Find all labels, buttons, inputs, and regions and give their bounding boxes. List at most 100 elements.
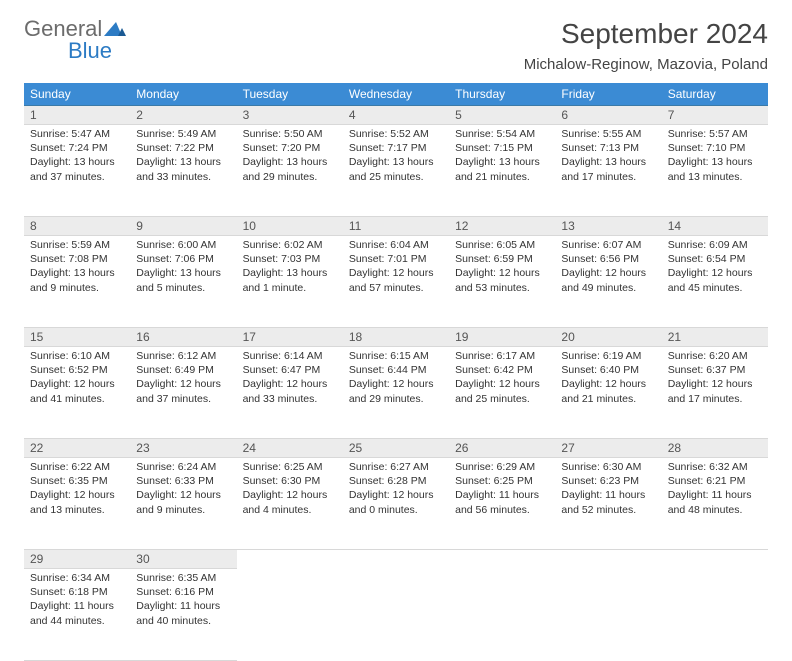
empty-cell: [343, 569, 449, 661]
sunset-line: Sunset: 6:25 PM: [455, 474, 549, 488]
day-number-cell: 8: [24, 217, 130, 236]
day-number-cell: 13: [555, 217, 661, 236]
sunset-line: Sunset: 6:44 PM: [349, 363, 443, 377]
daylight-line: Daylight: 11 hours and 56 minutes.: [455, 488, 549, 516]
sunrise-line: Sunrise: 6:20 AM: [668, 349, 762, 363]
day-number: 6: [561, 108, 568, 122]
day-number: 23: [136, 441, 149, 455]
day-info-cell: Sunrise: 5:57 AMSunset: 7:10 PMDaylight:…: [662, 125, 768, 217]
logo-text-blue: Blue: [68, 40, 126, 62]
day-number-cell: 2: [130, 106, 236, 125]
day-info-cell: Sunrise: 6:30 AMSunset: 6:23 PMDaylight:…: [555, 458, 661, 550]
sunrise-line: Sunrise: 5:57 AM: [668, 127, 762, 141]
sunset-line: Sunset: 6:37 PM: [668, 363, 762, 377]
daylight-line: Daylight: 13 hours and 13 minutes.: [668, 155, 762, 183]
daylight-line: Daylight: 12 hours and 0 minutes.: [349, 488, 443, 516]
day-number-cell: 22: [24, 439, 130, 458]
day-info-cell: Sunrise: 6:17 AMSunset: 6:42 PMDaylight:…: [449, 347, 555, 439]
logo: General Blue: [24, 18, 126, 62]
sunrise-line: Sunrise: 6:14 AM: [243, 349, 337, 363]
day-info-cell: Sunrise: 6:09 AMSunset: 6:54 PMDaylight:…: [662, 236, 768, 328]
day-number-cell: 14: [662, 217, 768, 236]
day-info-cell: Sunrise: 5:52 AMSunset: 7:17 PMDaylight:…: [343, 125, 449, 217]
sunrise-line: Sunrise: 6:02 AM: [243, 238, 337, 252]
daylight-line: Daylight: 13 hours and 5 minutes.: [136, 266, 230, 294]
day-number: 10: [243, 219, 256, 233]
day-info-cell: Sunrise: 6:24 AMSunset: 6:33 PMDaylight:…: [130, 458, 236, 550]
daylight-line: Daylight: 11 hours and 48 minutes.: [668, 488, 762, 516]
day-info-cell: Sunrise: 5:49 AMSunset: 7:22 PMDaylight:…: [130, 125, 236, 217]
daylight-line: Daylight: 12 hours and 9 minutes.: [136, 488, 230, 516]
sunrise-line: Sunrise: 6:19 AM: [561, 349, 655, 363]
sunrise-line: Sunrise: 6:15 AM: [349, 349, 443, 363]
day-number: 21: [668, 330, 681, 344]
daynum-row: 1234567: [24, 106, 768, 125]
sunset-line: Sunset: 6:33 PM: [136, 474, 230, 488]
empty-cell: [555, 550, 661, 569]
day-info-cell: Sunrise: 5:54 AMSunset: 7:15 PMDaylight:…: [449, 125, 555, 217]
daylight-line: Daylight: 12 hours and 21 minutes.: [561, 377, 655, 405]
empty-cell: [237, 550, 343, 569]
empty-cell: [237, 569, 343, 661]
day-number-cell: 23: [130, 439, 236, 458]
daylight-line: Daylight: 12 hours and 4 minutes.: [243, 488, 337, 516]
sunset-line: Sunset: 7:20 PM: [243, 141, 337, 155]
sunset-line: Sunset: 6:18 PM: [30, 585, 124, 599]
day-number: 12: [455, 219, 468, 233]
day-number-cell: 12: [449, 217, 555, 236]
day-number-cell: 3: [237, 106, 343, 125]
day-info-cell: Sunrise: 6:32 AMSunset: 6:21 PMDaylight:…: [662, 458, 768, 550]
daylight-line: Daylight: 12 hours and 33 minutes.: [243, 377, 337, 405]
daylight-line: Daylight: 12 hours and 45 minutes.: [668, 266, 762, 294]
daylight-line: Daylight: 13 hours and 21 minutes.: [455, 155, 549, 183]
daylight-line: Daylight: 12 hours and 29 minutes.: [349, 377, 443, 405]
sunset-line: Sunset: 7:01 PM: [349, 252, 443, 266]
daylight-line: Daylight: 13 hours and 25 minutes.: [349, 155, 443, 183]
daylight-line: Daylight: 12 hours and 37 minutes.: [136, 377, 230, 405]
day-info-cell: Sunrise: 6:29 AMSunset: 6:25 PMDaylight:…: [449, 458, 555, 550]
day-number: 27: [561, 441, 574, 455]
day-number-cell: 27: [555, 439, 661, 458]
sunrise-line: Sunrise: 6:32 AM: [668, 460, 762, 474]
day-number-cell: 16: [130, 328, 236, 347]
sunrise-line: Sunrise: 6:00 AM: [136, 238, 230, 252]
daylight-line: Daylight: 12 hours and 17 minutes.: [668, 377, 762, 405]
day-info-cell: Sunrise: 5:47 AMSunset: 7:24 PMDaylight:…: [24, 125, 130, 217]
day-info-cell: Sunrise: 6:02 AMSunset: 7:03 PMDaylight:…: [237, 236, 343, 328]
sunrise-line: Sunrise: 6:24 AM: [136, 460, 230, 474]
day-number-cell: 15: [24, 328, 130, 347]
sunset-line: Sunset: 6:56 PM: [561, 252, 655, 266]
logo-text-general: General: [24, 18, 102, 40]
sunrise-line: Sunrise: 5:55 AM: [561, 127, 655, 141]
sunset-line: Sunset: 7:15 PM: [455, 141, 549, 155]
sunrise-line: Sunrise: 5:49 AM: [136, 127, 230, 141]
sunset-line: Sunset: 7:22 PM: [136, 141, 230, 155]
location-text: Michalow-Reginow, Mazovia, Poland: [524, 56, 768, 73]
daynum-row: 22232425262728: [24, 439, 768, 458]
sunset-line: Sunset: 6:47 PM: [243, 363, 337, 377]
sunrise-line: Sunrise: 6:29 AM: [455, 460, 549, 474]
day-info-cell: Sunrise: 6:15 AMSunset: 6:44 PMDaylight:…: [343, 347, 449, 439]
daylight-line: Daylight: 12 hours and 41 minutes.: [30, 377, 124, 405]
sunrise-line: Sunrise: 6:10 AM: [30, 349, 124, 363]
day-number: 18: [349, 330, 362, 344]
day-number: 28: [668, 441, 681, 455]
day-number-cell: 29: [24, 550, 130, 569]
day-number: 1: [30, 108, 37, 122]
day-number: 8: [30, 219, 37, 233]
sunrise-line: Sunrise: 6:30 AM: [561, 460, 655, 474]
sunrise-line: Sunrise: 6:04 AM: [349, 238, 443, 252]
day-number-cell: 19: [449, 328, 555, 347]
sunset-line: Sunset: 6:52 PM: [30, 363, 124, 377]
daylight-line: Daylight: 13 hours and 37 minutes.: [30, 155, 124, 183]
day-info-cell: Sunrise: 6:04 AMSunset: 7:01 PMDaylight:…: [343, 236, 449, 328]
day-info-cell: Sunrise: 6:35 AMSunset: 6:16 PMDaylight:…: [130, 569, 236, 661]
day-number: 26: [455, 441, 468, 455]
sunset-line: Sunset: 6:59 PM: [455, 252, 549, 266]
day-number: 29: [30, 552, 43, 566]
day-number-cell: 28: [662, 439, 768, 458]
info-row: Sunrise: 6:22 AMSunset: 6:35 PMDaylight:…: [24, 458, 768, 550]
day-info-cell: Sunrise: 6:10 AMSunset: 6:52 PMDaylight:…: [24, 347, 130, 439]
empty-cell: [555, 569, 661, 661]
sunset-line: Sunset: 6:28 PM: [349, 474, 443, 488]
